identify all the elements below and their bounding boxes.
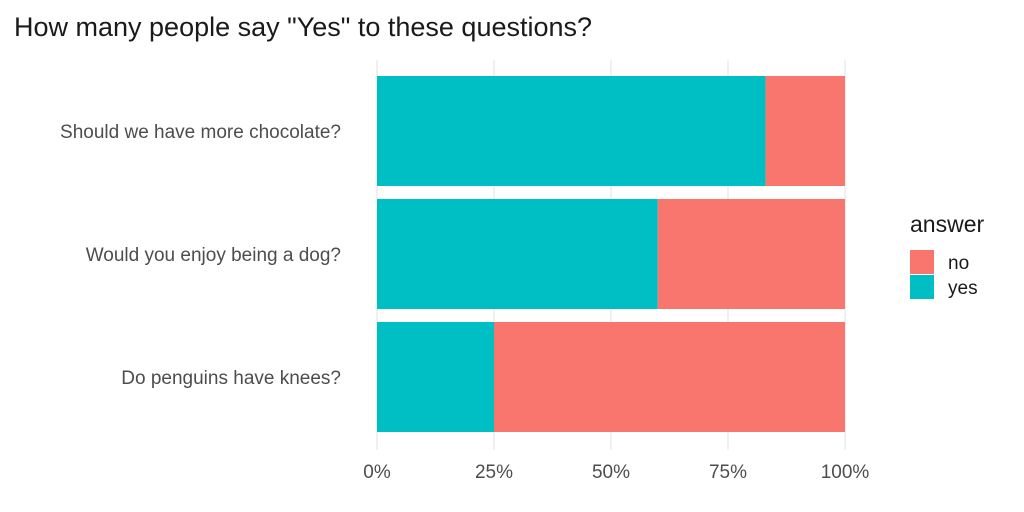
category-label: Should we have more chocolate? xyxy=(60,122,341,143)
legend-label-no: no xyxy=(948,253,969,274)
bar-no xyxy=(657,199,845,309)
legend: answer no yes xyxy=(910,211,984,299)
bar-yes xyxy=(377,76,766,186)
x-tick-label: 75% xyxy=(709,462,747,483)
bar-yes xyxy=(377,322,494,432)
category-labels: Should we have more chocolate? Would you … xyxy=(60,122,341,389)
legend-swatch-yes xyxy=(910,275,934,299)
bar-no xyxy=(494,322,845,432)
category-label: Would you enjoy being a dog? xyxy=(86,245,341,266)
legend-swatch-no xyxy=(910,250,934,274)
x-tick-labels: 0% 25% 50% 75% 100% xyxy=(363,462,869,483)
category-label: Do penguins have knees? xyxy=(121,368,341,389)
chart-title: How many people say "Yes" to these quest… xyxy=(14,12,592,42)
x-tick-label: 100% xyxy=(821,462,870,483)
bar-no xyxy=(765,76,845,186)
x-tick-label: 50% xyxy=(592,462,630,483)
bars xyxy=(377,76,845,432)
x-tick-label: 0% xyxy=(363,462,391,483)
bar-yes xyxy=(377,199,658,309)
legend-label-yes: yes xyxy=(948,278,978,299)
x-tick-label: 25% xyxy=(475,462,513,483)
legend-title: answer xyxy=(910,211,984,237)
legend-entries: no yes xyxy=(910,250,978,299)
